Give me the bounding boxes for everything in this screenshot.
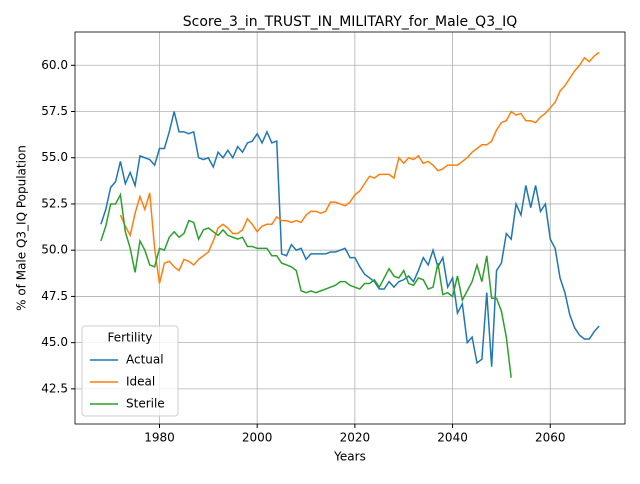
y-tick-label: 60.0 (41, 58, 68, 72)
y-tick-label: 55.0 (41, 150, 68, 164)
plot-frame (74, 31, 626, 425)
y-tick-label: 50.0 (41, 243, 68, 257)
y-tick-label: 52.5 (41, 196, 68, 210)
legend-label: Ideal (126, 375, 155, 389)
y-tick-label: 45.0 (41, 335, 68, 349)
x-tick-label: 2000 (242, 431, 273, 445)
x-tick-label: 2040 (437, 431, 468, 445)
y-tick-label: 42.5 (41, 381, 68, 395)
y-tick-label: 57.5 (41, 104, 68, 118)
y-tick-label: 47.5 (41, 289, 68, 303)
data-line (119, 51, 600, 284)
legend-title: Fertility (107, 331, 152, 345)
legend-label: Sterile (126, 397, 165, 411)
data-line (100, 111, 600, 367)
chart-title: Score_3_in_TRUST_IN_MILITARY_for_Male_Q3… (183, 14, 518, 30)
x-tick-label: 1980 (144, 431, 175, 445)
legend-label: Actual (126, 353, 164, 367)
legend-box (81, 325, 179, 417)
x-tick-label: 2020 (340, 431, 371, 445)
y-axis-label: % of Male Q3_IQ Population (15, 145, 29, 311)
x-tick-label: 2060 (535, 431, 566, 445)
x-axis-label: Years (333, 450, 366, 464)
data-line (100, 192, 512, 378)
